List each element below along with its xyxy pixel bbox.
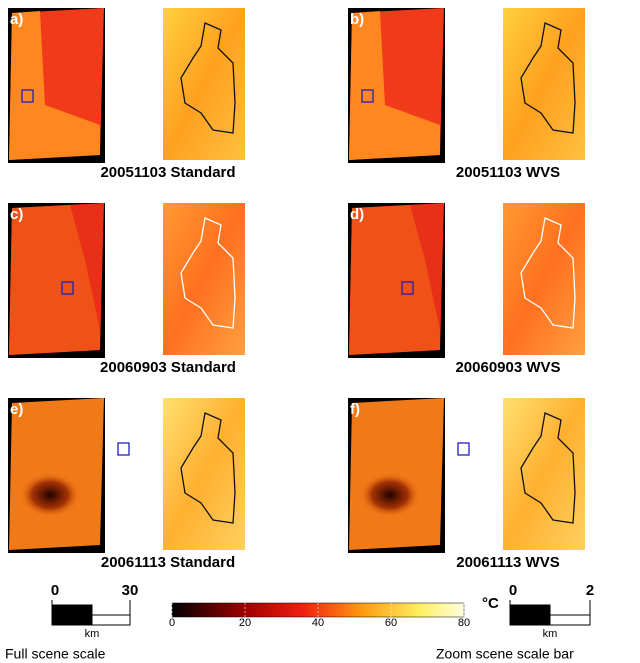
study-area-box (118, 443, 129, 455)
colorbar-tick-label: 80 (458, 617, 470, 629)
panel: c) 20060903 Standard (8, 203, 245, 376)
panel-label: f) (350, 401, 360, 418)
scale-unit: km (85, 628, 100, 640)
scale-tick: 0 (509, 582, 517, 599)
panel-caption: 20051103 WVS (456, 164, 560, 181)
scale-tick: 2 (586, 582, 594, 599)
panel: f) 20061113 WVS (348, 398, 585, 571)
panel: a) 20051103 Standard (8, 8, 245, 181)
panel-label: c) (10, 206, 23, 223)
colorbar-tick-label: 0 (169, 617, 175, 629)
colorbar-tick-label: 20 (239, 617, 251, 629)
scale-caption: Full scene scale (5, 646, 106, 662)
scale-tick: 30 (122, 582, 139, 599)
panel-caption: 20060903 Standard (100, 359, 236, 376)
panel: d) 20060903 WVS (348, 203, 585, 376)
full-scale-bar: 0 30 km Full scene scale (5, 582, 138, 662)
scale-unit: km (543, 628, 558, 640)
panel: e) 20061113 Standard (8, 398, 245, 571)
panel-caption: 20061113 WVS (456, 554, 559, 571)
panel-caption: 20061113 Standard (101, 554, 235, 571)
figure: 0 30 km Full scene scale °C 020406080 0 … (0, 0, 640, 663)
study-area-box (458, 443, 469, 455)
colorbar-ramp (172, 603, 464, 617)
colorbar-tick-label: 60 (385, 617, 397, 629)
panel-label: b) (350, 11, 364, 28)
panel-label: a) (10, 11, 23, 28)
colorbar-unit: °C (482, 595, 499, 612)
scale-caption: Zoom scene scale bar (436, 646, 574, 662)
panel-caption: 20051103 Standard (100, 164, 235, 181)
panel-caption: 20060903 WVS (455, 359, 560, 376)
panel-label: e) (10, 401, 23, 418)
panel-label: d) (350, 206, 364, 223)
colorbar: °C 0 20 40 60 80 (169, 595, 499, 629)
dark-area (20, 473, 80, 517)
scale-tick: 0 (51, 582, 59, 599)
colorbar-tick-label: 40 (312, 617, 324, 629)
dark-area (360, 473, 420, 517)
panel: b) 20051103 WVS (348, 8, 585, 181)
